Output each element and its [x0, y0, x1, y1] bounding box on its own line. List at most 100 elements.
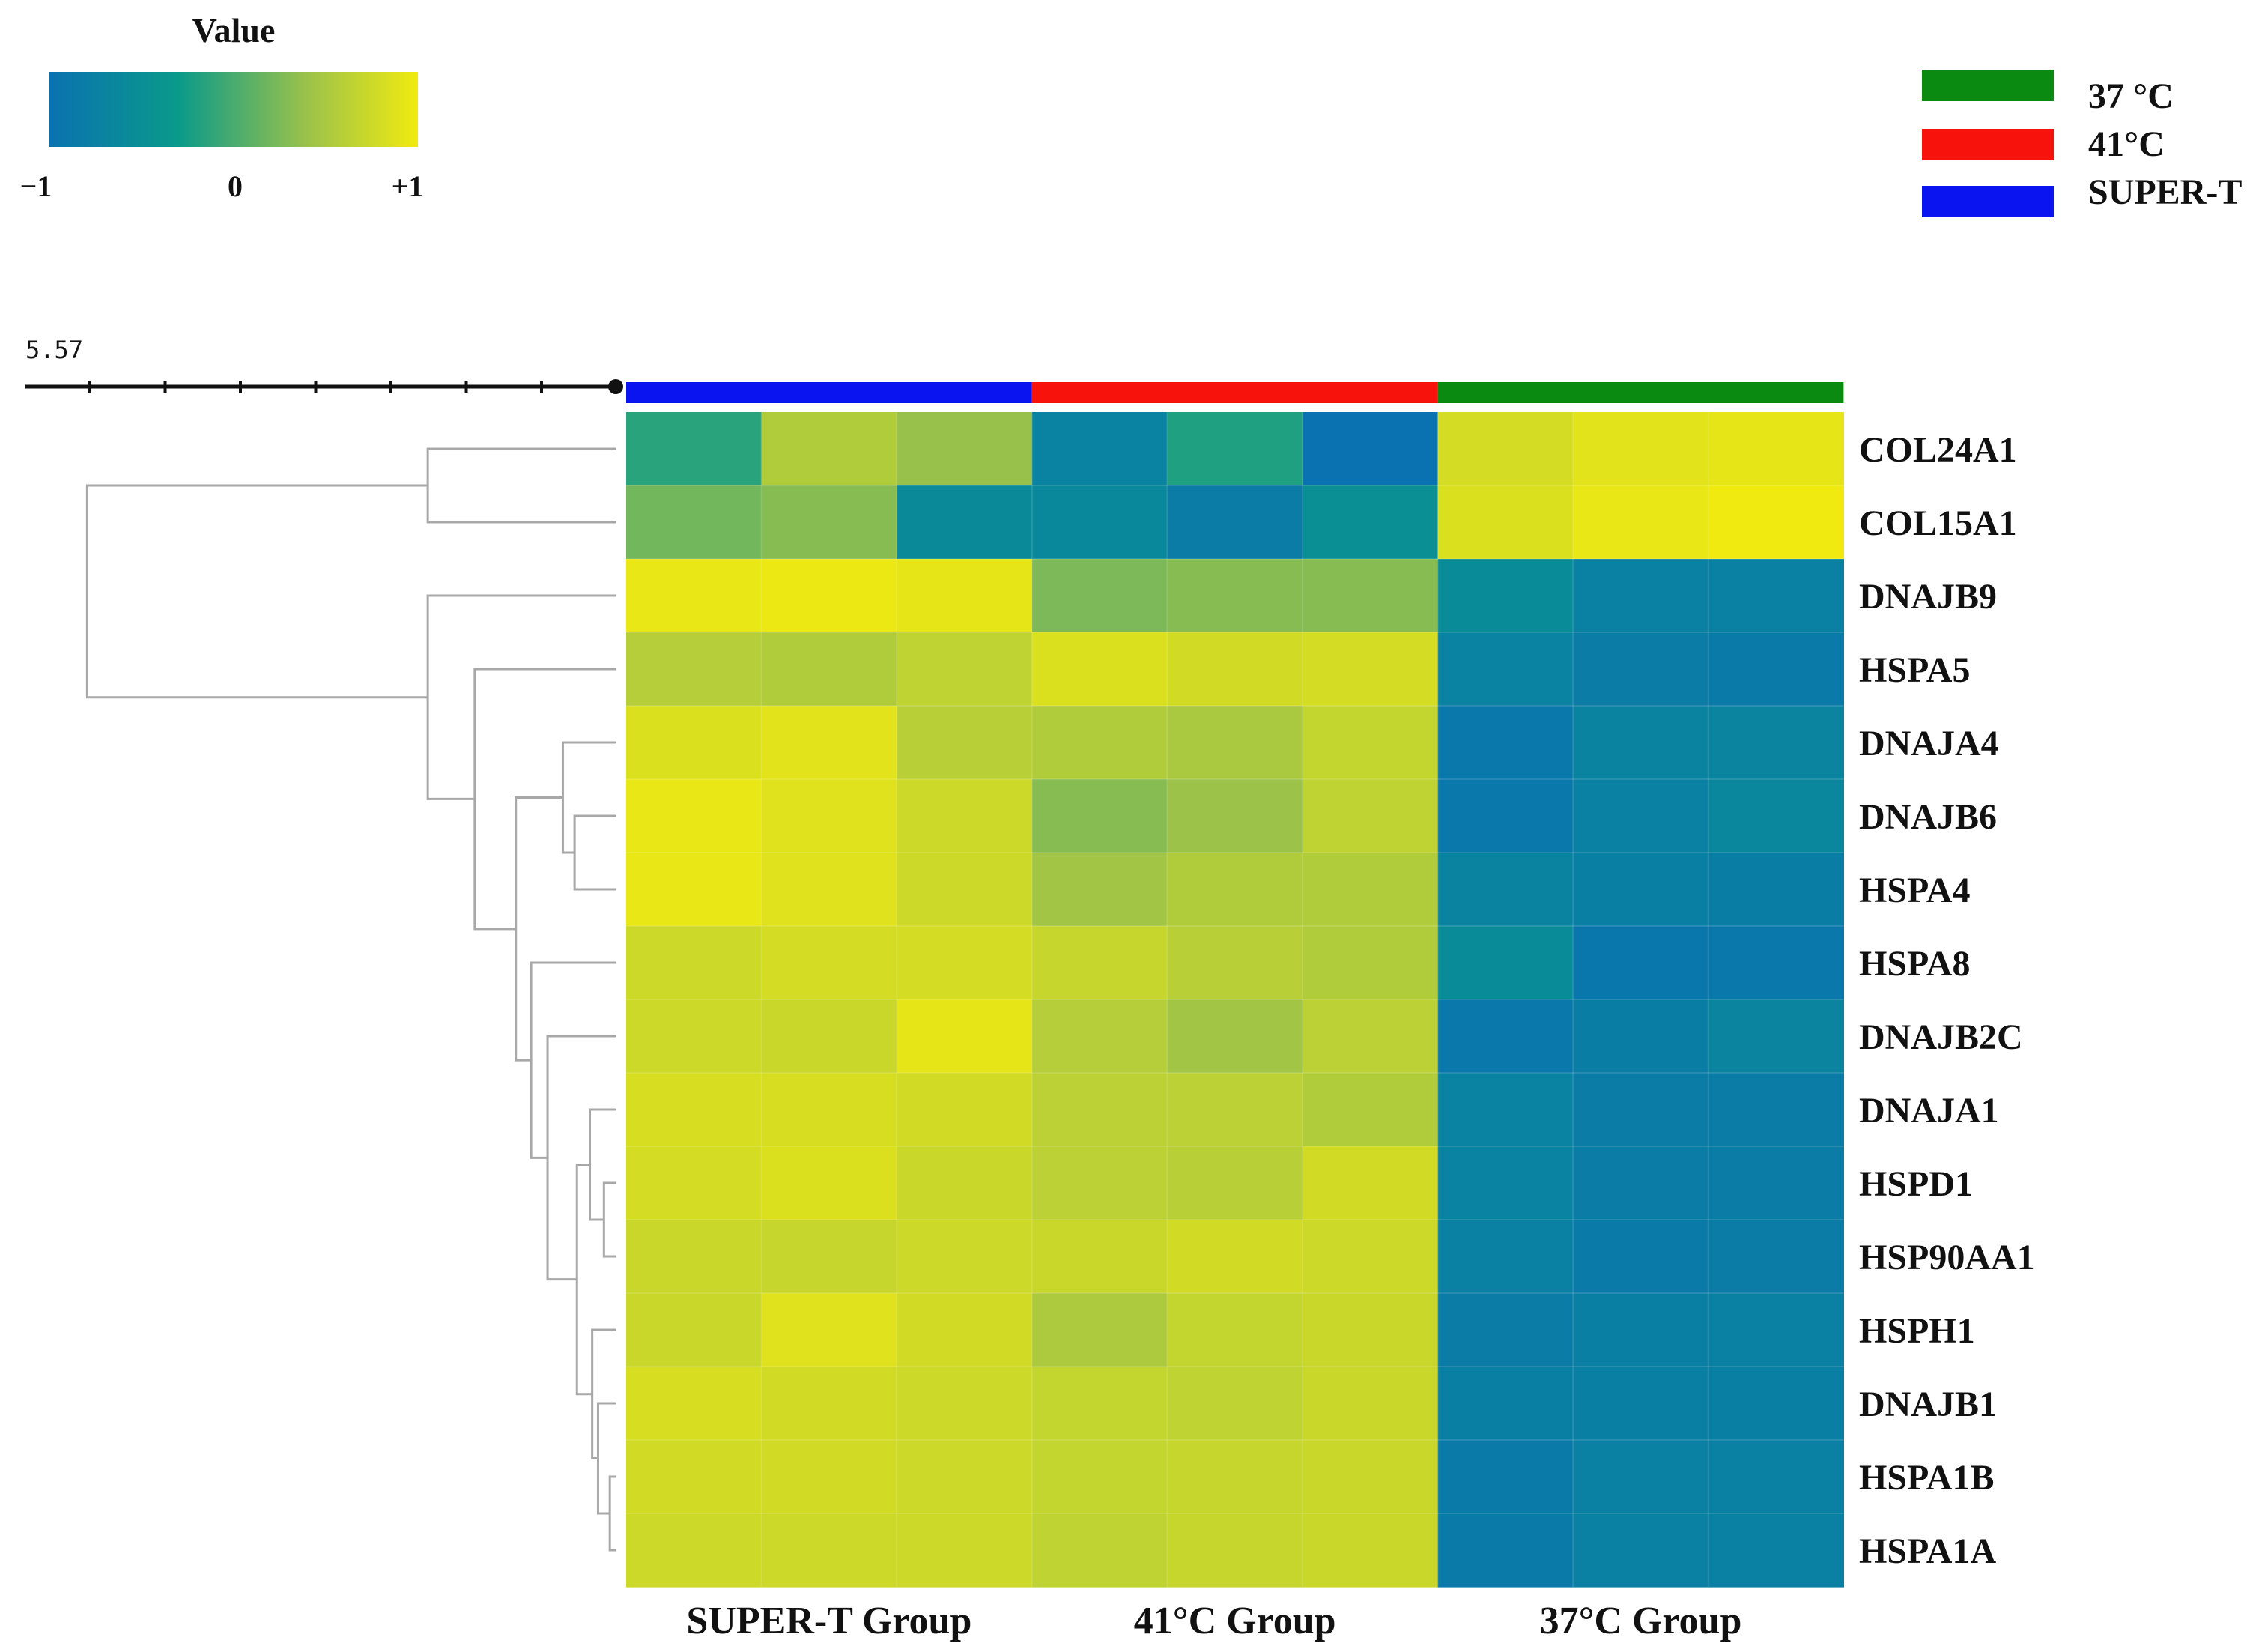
- heatmap-cell: [626, 1440, 762, 1514]
- heatmap-cell: [1303, 706, 1439, 780]
- heatmap-cell: [761, 779, 897, 853]
- heatmap-cell: [1573, 999, 1709, 1074]
- dendrogram-branch: [596, 1402, 616, 1515]
- heatmap-cell: [1708, 412, 1844, 486]
- heatmap-cell: [1708, 999, 1844, 1074]
- dendrogram-branch: [589, 1108, 616, 1221]
- heatmap-cell: [1031, 853, 1168, 927]
- heatmap-cell: [1167, 1293, 1303, 1367]
- heatmap-cell: [897, 1293, 1033, 1367]
- heatmap-cell: [761, 1146, 897, 1220]
- heatmap-cell: [1708, 485, 1844, 560]
- heatmap-cell: [1167, 1513, 1303, 1588]
- heatmap-cell: [626, 1367, 762, 1441]
- heatmap-cell: [1031, 1220, 1168, 1294]
- heatmap-cell: [1437, 1440, 1574, 1514]
- legend-swatch-37c: [1922, 70, 2054, 101]
- heatmap-cell: [1303, 632, 1439, 707]
- heatmap-cell: [1167, 1367, 1303, 1441]
- heatmap-cell: [761, 1513, 897, 1588]
- heatmap-cell: [1708, 1513, 1844, 1588]
- dendrogram-scale: 5.57: [25, 336, 623, 394]
- heatmap-cell: [897, 706, 1033, 780]
- heatmap-cell: [1437, 412, 1574, 486]
- heatmap-cell: [1167, 779, 1303, 853]
- row-label: DNAJB9: [1859, 577, 1997, 617]
- heatmap-cell: [1303, 999, 1439, 1074]
- row-dendrogram: [85, 447, 616, 1552]
- heatmap-cell: [1167, 1146, 1303, 1220]
- color-scale-min-label: −1: [20, 169, 52, 203]
- heatmap-cell: [1437, 926, 1574, 1000]
- heatmap-cell: [1031, 1367, 1168, 1441]
- heatmap-cell: [897, 632, 1033, 707]
- heatmap-cell: [1437, 1146, 1574, 1220]
- heatmap-cell: [1573, 1513, 1709, 1588]
- row-label: HSPH1: [1859, 1311, 1975, 1351]
- heatmap-cell: [1167, 559, 1303, 633]
- group-color-bars: [626, 382, 1844, 403]
- heatmap-cell: [897, 485, 1033, 560]
- heatmap-cell: [1031, 1513, 1168, 1588]
- heatmap-cell: [1437, 853, 1574, 927]
- heatmap-cell: [1573, 706, 1709, 780]
- heatmap-cell: [1708, 632, 1844, 707]
- heatmap-cell: [897, 779, 1033, 853]
- dendrogram-branch: [591, 1328, 616, 1459]
- heatmap-cell: [1573, 779, 1709, 853]
- heatmap-cell: [1573, 1440, 1709, 1514]
- heatmap-cell: [1437, 1293, 1574, 1367]
- heatmap-cell: [897, 999, 1033, 1074]
- row-label: DNAJB1: [1859, 1385, 1997, 1424]
- group-label: SUPER-T Group: [686, 1600, 971, 1642]
- dendrogram-branch: [426, 447, 616, 524]
- heatmap-cell: [1303, 779, 1439, 853]
- heatmap-cell: [1437, 1073, 1574, 1147]
- heatmap-cell: [1573, 1073, 1709, 1147]
- heatmap-cell: [626, 485, 762, 560]
- heatmap-cell: [1437, 779, 1574, 853]
- row-labels: COL24A1 COL15A1 DNAJB9 HSPA5 DNAJA4 DNAJB6 HSP…: [1859, 430, 2035, 1571]
- heatmap-cell: [1167, 853, 1303, 927]
- heatmap-cell: [1167, 485, 1303, 560]
- heatmap-cell: [897, 559, 1033, 633]
- legend-label-37c: 37 °C: [2088, 76, 2174, 116]
- heatmap-cell: [1167, 1440, 1303, 1514]
- heatmap-cell: [1708, 559, 1844, 633]
- heatmap-cell: [1031, 999, 1168, 1074]
- row-label: DNAJB6: [1859, 797, 1997, 837]
- heatmap-cell: [626, 706, 762, 780]
- heatmap-cell: [1303, 1293, 1439, 1367]
- heatmap-cell: [626, 632, 762, 707]
- dendrogram-branch: [602, 1181, 616, 1258]
- heatmap-cell: [1167, 632, 1303, 707]
- heatmap-cell: [761, 485, 897, 560]
- heatmap-cell: [1303, 853, 1439, 927]
- dendrogram-branch: [426, 594, 616, 800]
- heatmap-cell: [1573, 559, 1709, 633]
- heatmap-cell: [1031, 1293, 1168, 1367]
- heatmap-cell: [1167, 999, 1303, 1074]
- row-label: HSPA1A: [1859, 1531, 1996, 1571]
- color-scale-max-label: +1: [392, 169, 424, 203]
- heatmap-cell: [1437, 1513, 1574, 1588]
- heatmap-cell: [761, 1073, 897, 1147]
- heatmap-cell: [1708, 853, 1844, 927]
- heatmap-cell: [1303, 412, 1439, 486]
- group-color-bar: [1031, 382, 1438, 403]
- heatmap-cell: [1573, 926, 1709, 1000]
- heatmap-cell: [1573, 1146, 1709, 1220]
- heatmap-cell: [761, 853, 897, 927]
- heatmap-cell: [1437, 1367, 1574, 1441]
- legend-swatch-41c: [1922, 129, 2054, 160]
- heatmap-cell: [1573, 1220, 1709, 1294]
- row-label: DNAJA4: [1859, 724, 1999, 763]
- heatmap-cell: [626, 412, 762, 486]
- heatmap-cell: [1167, 1073, 1303, 1147]
- heatmap-cell: [1031, 632, 1168, 707]
- heatmap-cell: [1167, 706, 1303, 780]
- dendrogram-branch: [561, 741, 616, 854]
- legend-swatch-super-t: [1922, 186, 2054, 217]
- heatmap-cell: [1437, 632, 1574, 707]
